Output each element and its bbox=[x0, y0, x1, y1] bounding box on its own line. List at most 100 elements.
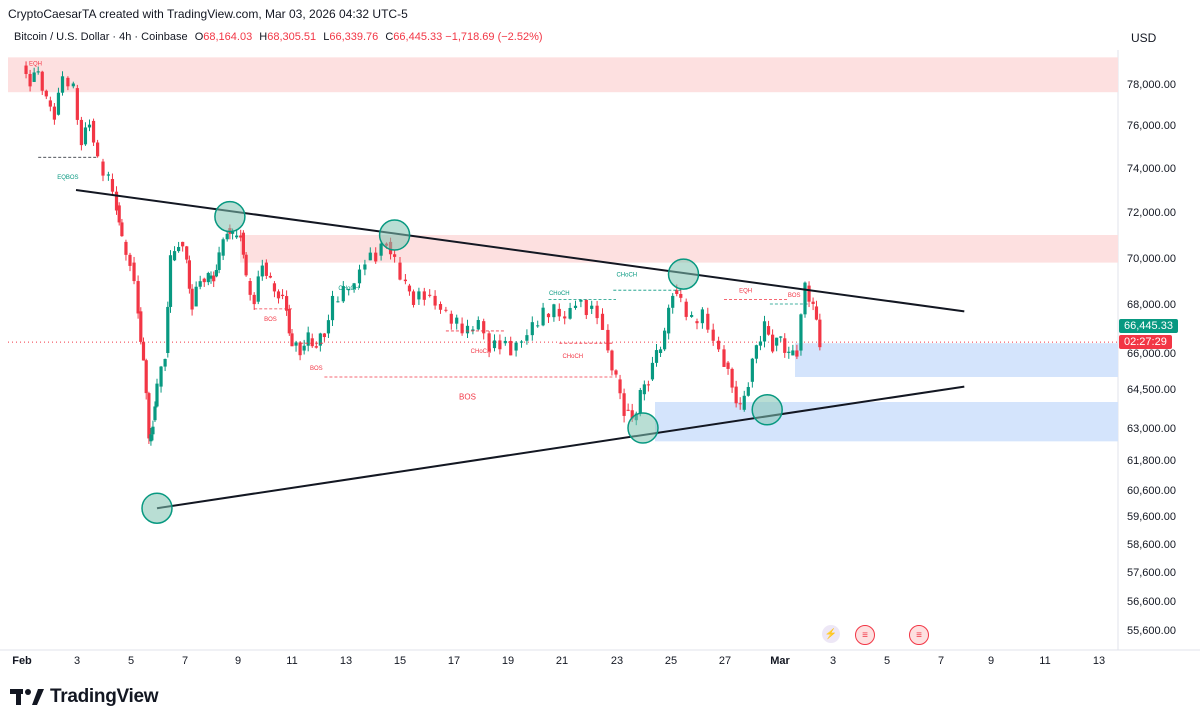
candle-body bbox=[783, 338, 787, 353]
candle-body bbox=[584, 299, 588, 316]
candle-body bbox=[285, 296, 289, 311]
candle-body bbox=[241, 232, 245, 255]
candle-body bbox=[181, 241, 185, 247]
candle-body bbox=[264, 262, 268, 276]
touch-point-circle[interactable] bbox=[214, 200, 246, 233]
candle-body bbox=[762, 321, 767, 342]
touch-point-circle[interactable] bbox=[751, 394, 783, 426]
candle-body bbox=[225, 233, 229, 240]
x-tick-label: 9 bbox=[988, 655, 994, 667]
currency-label[interactable]: USD bbox=[1131, 31, 1157, 45]
low-label: L bbox=[323, 31, 330, 43]
candle-body bbox=[675, 290, 679, 294]
candle-body bbox=[667, 307, 671, 334]
high-label: H bbox=[259, 31, 268, 43]
candle-body bbox=[746, 386, 750, 396]
y-tick-label: 68,000.00 bbox=[1127, 299, 1176, 311]
ohlc-legend: Bitcoin / U.S. Dollar · 4h · Coinbase O6… bbox=[14, 31, 543, 43]
us-event-icon-2[interactable]: ≡ bbox=[909, 625, 929, 645]
candle-body bbox=[326, 320, 331, 334]
candle-body bbox=[352, 283, 356, 289]
candle-body bbox=[209, 275, 213, 279]
y-tick-label: 61,800.00 bbox=[1127, 455, 1176, 467]
symbol-title[interactable]: Bitcoin / U.S. Dollar · 4h · Coinbase bbox=[14, 31, 188, 43]
candle-body bbox=[212, 275, 216, 282]
x-tick-label: 13 bbox=[1093, 655, 1105, 667]
candle-body bbox=[322, 333, 326, 338]
x-tick-label: 15 bbox=[394, 655, 406, 667]
candle-body bbox=[347, 288, 351, 291]
candle-body bbox=[460, 323, 464, 334]
us-event-icon[interactable]: ≡ bbox=[855, 625, 875, 645]
candle-body bbox=[302, 345, 306, 351]
close-label: C bbox=[385, 31, 394, 43]
tradingview-logo[interactable]: TradingView bbox=[10, 686, 159, 708]
candle-body bbox=[120, 222, 124, 237]
x-tick-label: 19 bbox=[502, 655, 514, 667]
x-tick-label: 7 bbox=[182, 655, 188, 667]
candle-body bbox=[754, 345, 758, 359]
touch-point-circle[interactable] bbox=[627, 412, 659, 444]
candle-body bbox=[368, 252, 372, 261]
candle-body bbox=[590, 305, 594, 309]
candle-body bbox=[91, 120, 96, 143]
candle-body bbox=[294, 342, 298, 346]
candle-body bbox=[722, 349, 726, 367]
candle-body bbox=[177, 246, 181, 252]
candle-body bbox=[141, 341, 146, 361]
x-tick-label: 25 bbox=[665, 655, 677, 667]
candle-body bbox=[248, 281, 252, 295]
low-value: 66,339.76 bbox=[329, 31, 379, 43]
candle-body bbox=[726, 362, 730, 369]
y-tick-label: 59,600.00 bbox=[1127, 511, 1176, 523]
x-tick-label: 9 bbox=[235, 655, 241, 667]
structure-label: BOS bbox=[788, 293, 801, 299]
x-tick-label: Feb bbox=[12, 655, 32, 667]
trendline-lower-support[interactable] bbox=[156, 385, 965, 510]
candle-body bbox=[96, 142, 100, 157]
touch-point-circle[interactable] bbox=[141, 492, 173, 524]
candle-body bbox=[417, 291, 421, 300]
candle-body bbox=[690, 315, 694, 317]
y-tick-label: 70,000.00 bbox=[1127, 253, 1176, 265]
brand-name: TradingView bbox=[50, 686, 159, 707]
candle-body bbox=[630, 410, 634, 419]
y-tick-label: 76,000.00 bbox=[1127, 120, 1176, 132]
candle-body bbox=[198, 281, 202, 287]
candle-body bbox=[650, 362, 655, 380]
candle-body bbox=[66, 77, 70, 87]
candle-body bbox=[449, 313, 453, 324]
candle-body bbox=[314, 346, 318, 348]
candle-body bbox=[260, 265, 264, 277]
candle-body bbox=[775, 337, 779, 346]
close-value: 66,445.33 bbox=[393, 31, 443, 43]
candle-body bbox=[71, 83, 75, 87]
structure-label: CHoCH bbox=[338, 286, 359, 292]
candle-body bbox=[172, 251, 177, 261]
candle-body bbox=[40, 71, 44, 91]
candle-body bbox=[136, 281, 140, 314]
touch-point-circle[interactable] bbox=[378, 219, 411, 251]
candle-body bbox=[818, 319, 822, 348]
candle-body bbox=[573, 305, 578, 308]
lightning-event-icon[interactable]: ⚡ bbox=[822, 625, 840, 643]
candle-body bbox=[557, 308, 561, 317]
candle-body bbox=[56, 92, 61, 115]
candle-body bbox=[642, 384, 646, 395]
candle-body bbox=[541, 307, 545, 326]
touch-point-circle[interactable] bbox=[667, 258, 700, 290]
candle-body bbox=[700, 309, 704, 324]
last-price-tag: 66,445.33 bbox=[1119, 319, 1178, 333]
candle-body bbox=[536, 325, 540, 327]
candle-body bbox=[374, 252, 378, 262]
candle-body bbox=[159, 366, 163, 387]
candle-body bbox=[272, 283, 277, 292]
candle-body bbox=[306, 332, 310, 346]
candle-body bbox=[110, 179, 115, 192]
candle-body bbox=[766, 326, 771, 335]
candle-body bbox=[622, 393, 626, 416]
candle-body bbox=[618, 379, 622, 394]
candle-body bbox=[149, 434, 153, 442]
y-tick-label: 60,600.00 bbox=[1127, 485, 1176, 497]
